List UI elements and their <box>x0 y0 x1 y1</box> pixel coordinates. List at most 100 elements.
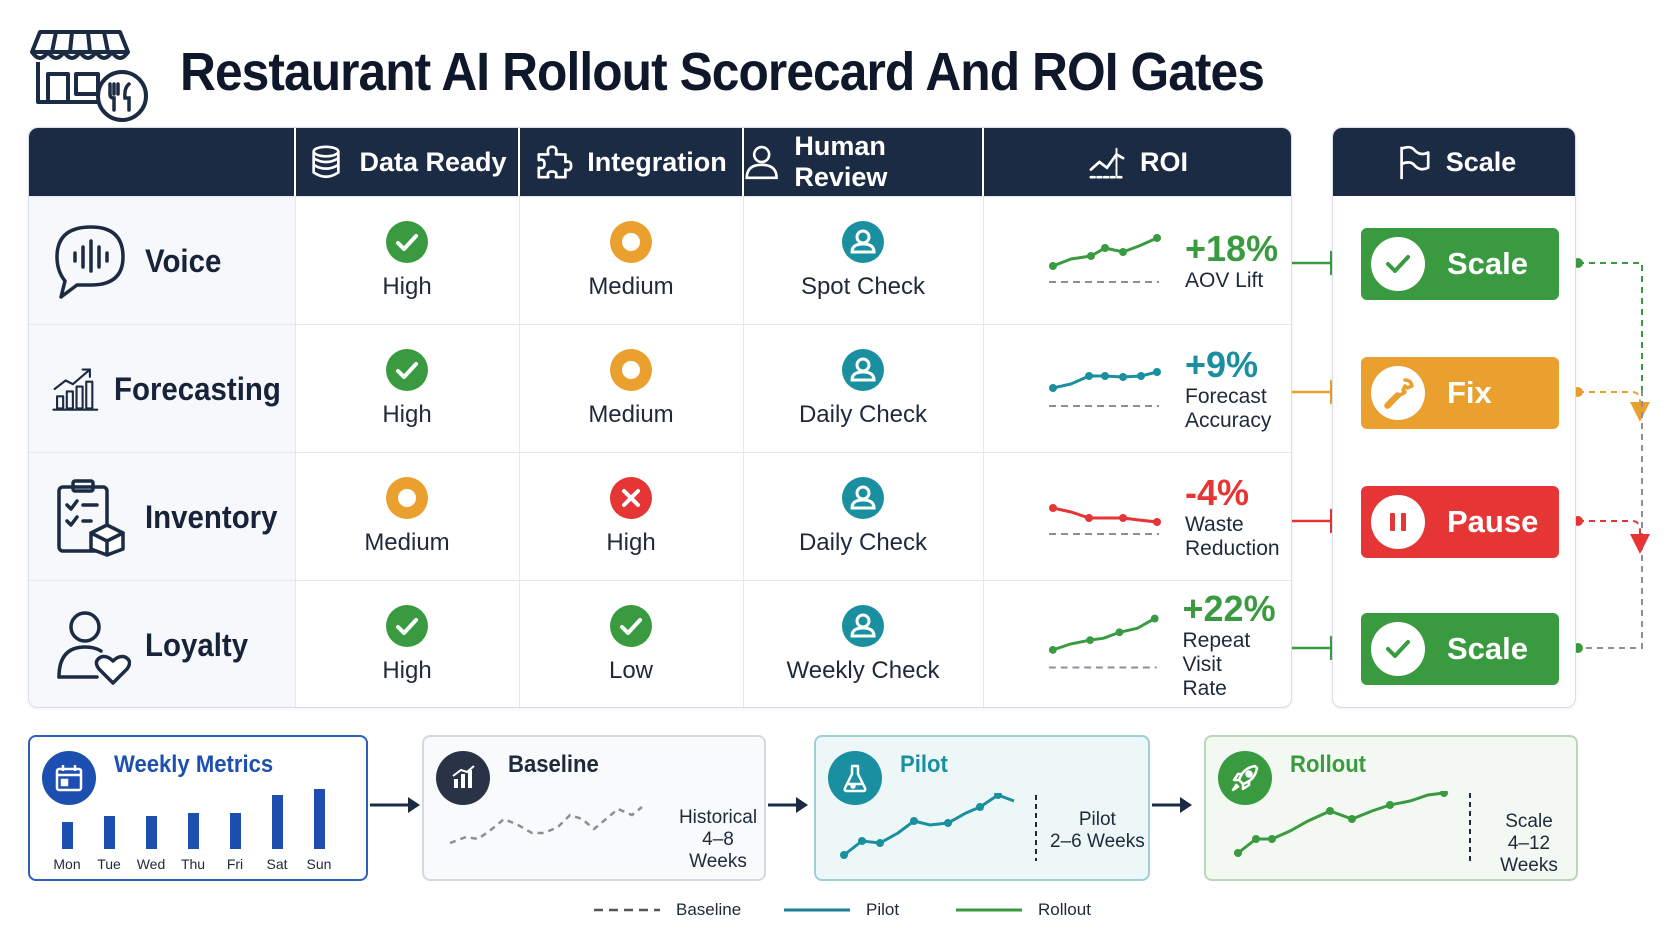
rollout-note-line-1: Scale <box>1505 811 1553 832</box>
roi-value-loyalty: +22% <box>1182 588 1276 629</box>
header-integration-label: Integration <box>587 146 727 177</box>
legend-baseline-label: Baseline <box>676 900 742 919</box>
reviewer-icon <box>842 349 884 391</box>
roi-value-voice: +18% <box>1185 228 1279 269</box>
legend-rollout: Rollout <box>956 900 1091 920</box>
day-label: Fri <box>226 856 244 872</box>
loyalty-heart-icon <box>57 611 131 685</box>
voice-chat-icon <box>55 225 125 299</box>
category-cell-voice: Voice <box>29 197 295 325</box>
reviewer-icon <box>842 477 884 519</box>
pause-button-inventory[interactable]: Pause <box>1361 486 1559 558</box>
header-scale-label: Scale <box>1445 146 1517 177</box>
day-label: Sat <box>266 856 288 872</box>
rollout-note: Scale 4–12 Weeks <box>1482 811 1576 877</box>
integration-cell-forecasting: Medium <box>519 325 743 453</box>
roi-sparkline-loyalty <box>1048 614 1159 669</box>
legend-pilot-label: Pilot <box>866 900 900 919</box>
trend-chart-icon <box>1089 147 1125 179</box>
data-ready-cell-forecasting: High <box>295 325 519 453</box>
action-label-inventory: Pause <box>1447 504 1539 539</box>
baseline-note-line-2: 4–8 Weeks <box>689 829 747 872</box>
human-review-value: Spot Check <box>800 273 926 300</box>
roi-label-loyalty-1: Repeat Visit <box>1182 629 1251 676</box>
table-row-inventory: Inventory Medium High Daily Check -4% Wa… <box>29 452 1291 581</box>
pilot-note: Pilot 2–6 Weeks <box>1050 809 1145 853</box>
category-label-loyalty: Loyalty <box>145 626 249 663</box>
roi-cell-voice: +18% AOV Lift <box>1029 197 1291 325</box>
table-row-voice: Voice High Medium Spot Check +18% AOV Li… <box>29 196 1291 325</box>
reviewer-icon <box>842 605 884 647</box>
scale-button-loyalty[interactable]: Scale <box>1361 613 1559 685</box>
pilot-note-line-2: 2–6 Weeks <box>1050 831 1145 852</box>
human-review-value: Daily Check <box>798 529 928 556</box>
human-review-value: Weekly Check <box>786 657 940 684</box>
scorecard-table: Data Ready Integration Human Review ROI … <box>28 127 1292 708</box>
roi-label-inventory-2: Reduction <box>1185 537 1280 560</box>
weekly-bar <box>272 795 283 849</box>
baseline-note: Historical 4–8 Weeks <box>672 807 764 873</box>
table-row-forecasting: Forecasting High Medium Daily Check +9% … <box>29 324 1291 453</box>
header-blank <box>29 128 295 196</box>
weekly-bar <box>230 813 241 849</box>
roi-sparkline-inventory <box>1049 504 1161 535</box>
roi-cell-forecasting: +9% Forecast Accuracy <box>1029 325 1291 453</box>
person-icon <box>745 145 778 180</box>
roi-label-voice: AOV Lift <box>1185 269 1264 292</box>
growth-chart-icon <box>52 368 99 411</box>
day-label: Tue <box>97 856 121 872</box>
weekly-metrics-card: Weekly Metrics Mon Tue Wed Thu Fri Sat S… <box>28 735 368 881</box>
data-ready-cell-voice: High <box>295 197 519 325</box>
header-integration: Integration <box>519 128 743 196</box>
weekly-bar <box>146 816 157 849</box>
data-ready-value: High <box>382 401 432 428</box>
fix-button-forecasting[interactable]: Fix <box>1361 357 1559 429</box>
rollout-note-line-2: 4–12 Weeks <box>1500 833 1558 876</box>
data-ready-value: Medium <box>364 529 450 556</box>
data-ready-cell-loyalty: High <box>295 581 519 707</box>
rollout-title: Rollout <box>1290 751 1367 778</box>
data-ready-cell-inventory: Medium <box>295 453 519 581</box>
roi-cell-loyalty: +22% Repeat Visit Rate <box>1029 581 1291 707</box>
table-row-loyalty: Loyalty High Low Weekly Check +22% Repea… <box>29 580 1291 707</box>
integration-value: High <box>606 529 656 556</box>
header-roi-label: ROI <box>1139 146 1188 177</box>
arrow-baseline-to-pilot <box>768 797 808 813</box>
roi-sparkline-forecasting <box>1049 368 1161 407</box>
inventory-clipboard-icon <box>57 479 125 557</box>
integration-cell-voice: Medium <box>519 197 743 325</box>
database-icon <box>312 145 341 179</box>
title-row: Restaurant AI Rollout Scorecard And ROI … <box>30 22 1358 122</box>
action-label-forecasting: Fix <box>1447 375 1492 410</box>
weekly-bar <box>104 816 115 849</box>
weekly-bar <box>62 822 73 849</box>
roi-value-forecasting: +9% <box>1185 344 1259 385</box>
action-label-loyalty: Scale <box>1447 631 1529 666</box>
legend-teal-swatch <box>784 908 850 912</box>
human-review-cell-voice: Spot Check <box>743 197 983 325</box>
check-circle-icon <box>386 605 428 647</box>
day-label: Thu <box>180 856 206 872</box>
header-human-review-label: Human Review <box>794 131 888 192</box>
day-label: Sun <box>306 856 332 872</box>
page-title: Restaurant AI Rollout Scorecard And ROI … <box>180 42 1265 102</box>
wrench-icon <box>1371 366 1425 420</box>
human-review-value: Daily Check <box>798 401 928 428</box>
data-ready-value: High <box>382 273 432 300</box>
header-human-review: Human Review <box>743 128 983 196</box>
category-cell-forecasting: Forecasting <box>29 325 295 453</box>
scale-button-voice[interactable]: Scale <box>1361 228 1559 300</box>
calendar-icon <box>42 751 96 805</box>
weekly-bar <box>314 789 325 849</box>
bar-chart-icon <box>436 751 490 805</box>
header-data-ready-label: Data Ready <box>359 146 507 177</box>
roi-cell-inventory: -4% Waste Reduction <box>1029 453 1291 581</box>
human-review-cell-loyalty: Weekly Check <box>743 581 983 707</box>
weekly-bar-chart <box>62 789 325 849</box>
warning-dot-icon <box>386 477 428 519</box>
header-scale: Scale <box>1333 128 1575 196</box>
human-review-cell-inventory: Daily Check <box>743 453 983 581</box>
legend-baseline: Baseline <box>594 900 741 920</box>
integration-value: Low <box>608 657 654 684</box>
warning-dot-icon <box>610 349 652 391</box>
